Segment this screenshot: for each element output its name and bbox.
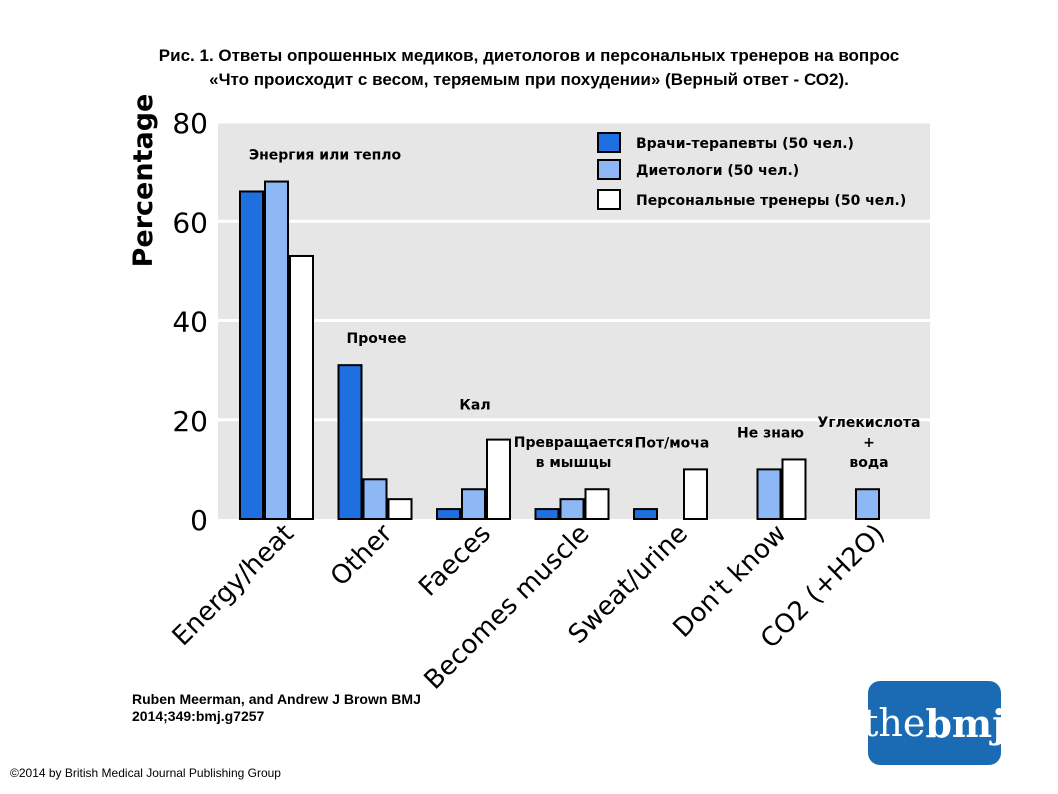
category-annotation-line: Пот/моча: [635, 435, 710, 451]
category-annotation-line: Превращается: [514, 435, 633, 451]
category-annotation: Превращается в мышцы: [514, 435, 633, 471]
x-tick-label: Faeces: [413, 519, 497, 603]
copyright-notice: ©2014 by British Medical Journal Publish…: [10, 766, 281, 780]
category-annotation-line: в мышцы: [536, 455, 612, 471]
category-annotation-line: Углекислота: [818, 415, 921, 431]
category-annotation-line: Энергия или тепло: [249, 148, 402, 164]
bar-chart: 0 20 40 60 80 Percentage Energy/heat Энергия ил…: [128, 94, 930, 690]
x-tick-label: Energy/heat: [167, 519, 300, 652]
category-annotation: Кал: [459, 398, 490, 414]
figure-title: Рис. 1. Ответы опрошенных медиков, дието…: [0, 44, 1058, 92]
bar: [362, 478, 388, 520]
bar: [756, 468, 782, 520]
category-annotation: Углекислота + вода: [818, 415, 921, 471]
legend-label: Персональные тренеры (50 чел.): [636, 193, 906, 209]
category-annotation: Прочее: [347, 331, 407, 347]
x-tick-label: Becomes muscle: [419, 519, 596, 690]
bar: [461, 488, 486, 521]
bar: [436, 508, 461, 521]
bar: [239, 190, 264, 520]
category-annotation-line: вода: [849, 455, 888, 471]
category-annotation-line: +: [863, 435, 875, 451]
citation: Ruben Meerman, and Andrew J Brown BMJ 20…: [132, 691, 421, 725]
bar: [337, 364, 363, 520]
title-line-1: Рис. 1. Ответы опрошенных медиков, дието…: [158, 46, 900, 65]
legend-swatch: [597, 132, 621, 153]
bar: [387, 498, 413, 520]
category-annotation: Пот/моча: [635, 435, 710, 451]
y-tick-label: 20: [172, 405, 208, 438]
logo-the: the: [863, 701, 926, 745]
bar: [633, 508, 658, 521]
legend-swatch: [597, 189, 621, 210]
category-annotation: Энергия или тепло: [249, 148, 402, 164]
y-axis-label: Percentage: [128, 94, 159, 268]
x-tick-label: Other: [325, 519, 399, 593]
bar: [683, 468, 708, 520]
bmj-logo: the bmj: [863, 681, 1006, 765]
logo-bmj: bmj: [925, 700, 1006, 746]
citation-line-1: Ruben Meerman, and Andrew J Brown BMJ: [132, 691, 421, 707]
bar: [486, 438, 511, 521]
category-annotation-line: Прочее: [347, 331, 407, 347]
bar: [855, 488, 880, 521]
y-tick-label: 60: [172, 206, 208, 239]
y-tick-label: 40: [172, 306, 208, 339]
citation-line-2: 2014;349:bmj.g7257: [132, 708, 265, 724]
y-tick-label: 0: [190, 504, 208, 537]
legend-swatch: [597, 159, 621, 180]
y-tick-label: 80: [172, 107, 208, 140]
bar: [289, 254, 314, 521]
bar: [534, 508, 560, 521]
bar: [781, 458, 807, 521]
category-annotation: Не знаю: [737, 425, 804, 441]
category-annotation-line: Не знаю: [737, 425, 804, 441]
legend-label: Диетологи (50 чел.): [636, 163, 799, 179]
bar: [559, 498, 585, 520]
bar: [264, 180, 289, 521]
bar: [584, 488, 610, 521]
title-line-2: «Что происходит с весом, теряемым при по…: [209, 70, 849, 89]
category-annotation-line: Кал: [459, 398, 490, 414]
legend-label: Врачи-терапевты (50 чел.): [636, 136, 854, 152]
